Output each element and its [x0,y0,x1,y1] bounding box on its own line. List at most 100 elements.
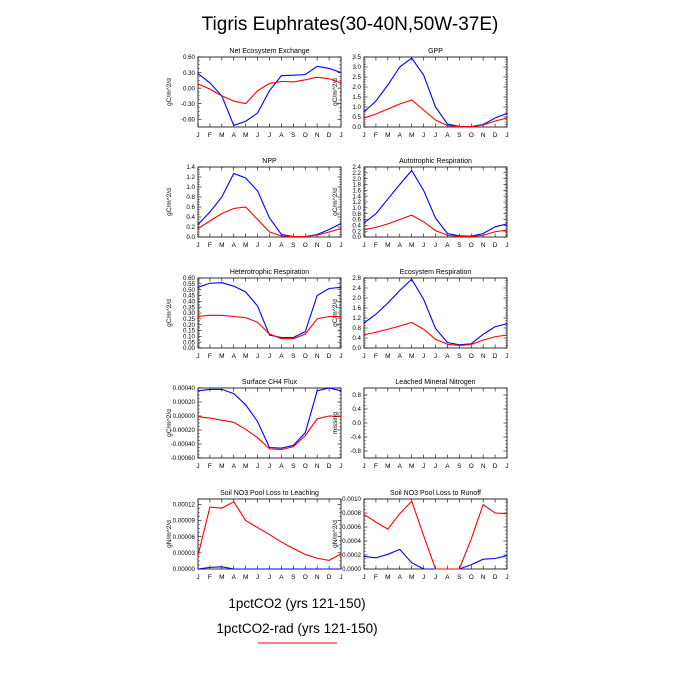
y-tick-label: 0.00006 [173,534,196,541]
x-tick-label: J [505,353,508,360]
x-tick-label: M [409,132,414,139]
y-tick-label: 1.6 [352,188,361,195]
series-line [197,282,342,339]
legend-label: 1pctCO2-rad (yrs 121-150) [216,621,377,636]
x-tick-label: F [208,132,212,139]
y-tick-label: 0.60 [183,275,196,282]
y-tick-label: 0.4 [352,406,361,413]
x-tick-label: A [398,574,403,581]
plot-frame [363,498,508,570]
x-tick-label: M [385,574,390,581]
y-axis-label: missing [332,412,339,434]
x-tick-label: J [422,574,425,581]
y-tick-label: 2.0 [352,84,361,91]
x-tick-label: J [256,463,259,470]
x-tick-label: J [362,574,365,581]
y-tick-label: 0.0 [352,124,361,131]
x-tick-label: A [398,463,403,470]
y-tick-label: -0.8 [350,448,361,455]
y-axis-label: gN/m^2/d [332,520,339,548]
x-tick-label: J [339,242,342,249]
panel-title: NPP [262,158,277,165]
y-tick-label: 0.00012 [173,502,196,509]
x-tick-label: J [422,242,425,249]
x-tick-label: S [457,574,462,581]
x-tick-label: J [196,132,199,139]
plot-frame [197,166,342,238]
y-tick-label: 0.60 [183,54,196,61]
y-tick-label: 1.8 [352,182,361,189]
panel-title: Soil NO3 Pool Loss to Runoff [390,490,481,497]
y-tick-label: 0.0 [352,420,361,427]
y-tick-label: 0.0010 [342,496,361,503]
x-tick-label: A [232,242,237,249]
x-tick-label: M [243,463,248,470]
y-tick-label: 0.8 [352,325,361,332]
y-tick-label: 0.0002 [342,552,361,559]
series-line [197,65,342,127]
x-tick-label: M [385,242,390,249]
x-tick-label: N [315,463,320,470]
x-tick-label: J [268,353,271,360]
x-tick-label: M [385,353,390,360]
x-tick-label: A [279,242,284,249]
y-tick-label: 1.5 [352,94,361,101]
x-tick-label: D [493,132,498,139]
y-tick-label: 0.30 [183,70,196,77]
series-line [363,169,508,237]
x-tick-label: J [434,463,437,470]
x-tick-label: J [256,574,259,581]
x-tick-label: M [409,353,414,360]
x-tick-label: A [445,463,450,470]
y-tick-label: 0.20 [183,322,196,329]
x-tick-label: O [469,242,474,249]
page-title: Tigris Euphrates(30-40N,50W-37E) [202,14,499,35]
y-tick-label: 1.0 [186,184,195,191]
y-tick-label: 0.00000 [173,413,196,420]
y-tick-label: 0.55 [183,281,196,288]
x-tick-label: M [219,132,224,139]
y-tick-label: -0.60 [181,116,196,123]
y-tick-label: 0.4 [186,214,195,221]
series-line [197,76,342,105]
x-tick-label: M [219,242,224,249]
x-tick-label: D [327,132,332,139]
x-tick-label: J [196,353,199,360]
y-tick-label: 0.0006 [342,524,361,531]
y-axis-label: gC/m^2/d [166,78,173,106]
x-tick-label: S [291,132,296,139]
y-tick-label: 0.35 [183,304,196,311]
y-tick-label: -0.30 [181,101,196,108]
x-tick-label: F [374,132,378,139]
x-tick-label: J [196,242,199,249]
x-tick-label: J [268,574,271,581]
x-tick-label: J [434,574,437,581]
x-tick-label: J [268,132,271,139]
plot-frame [197,56,342,128]
x-tick-label: J [362,353,365,360]
y-tick-label: 0.8 [352,392,361,399]
x-tick-label: O [469,574,474,581]
y-tick-label: 0.0 [352,345,361,352]
series-line [363,500,508,570]
y-axis-label: gC/m^2/d [332,78,339,106]
panel-title: GPP [428,48,443,55]
y-tick-label: 0.00 [183,85,196,92]
y-tick-label: 0.45 [183,293,196,300]
x-tick-label: S [457,353,462,360]
y-tick-label: 0.0008 [342,510,361,517]
x-tick-label: J [362,132,365,139]
x-tick-label: J [268,463,271,470]
x-tick-label: M [385,132,390,139]
x-tick-label: A [398,242,403,249]
x-tick-label: F [208,463,212,470]
panel-title: Leached Mineral Nitrogen [395,379,475,386]
y-tick-label: -0.00020 [171,427,196,434]
x-tick-label: J [505,463,508,470]
y-tick-label: 0.15 [183,328,196,335]
